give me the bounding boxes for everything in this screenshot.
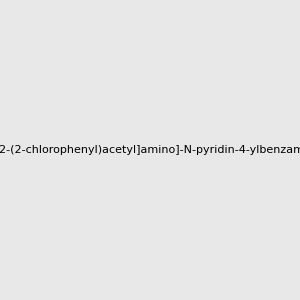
- Text: 3-[[2-(2-chlorophenyl)acetyl]amino]-N-pyridin-4-ylbenzamide: 3-[[2-(2-chlorophenyl)acetyl]amino]-N-py…: [0, 145, 300, 155]
